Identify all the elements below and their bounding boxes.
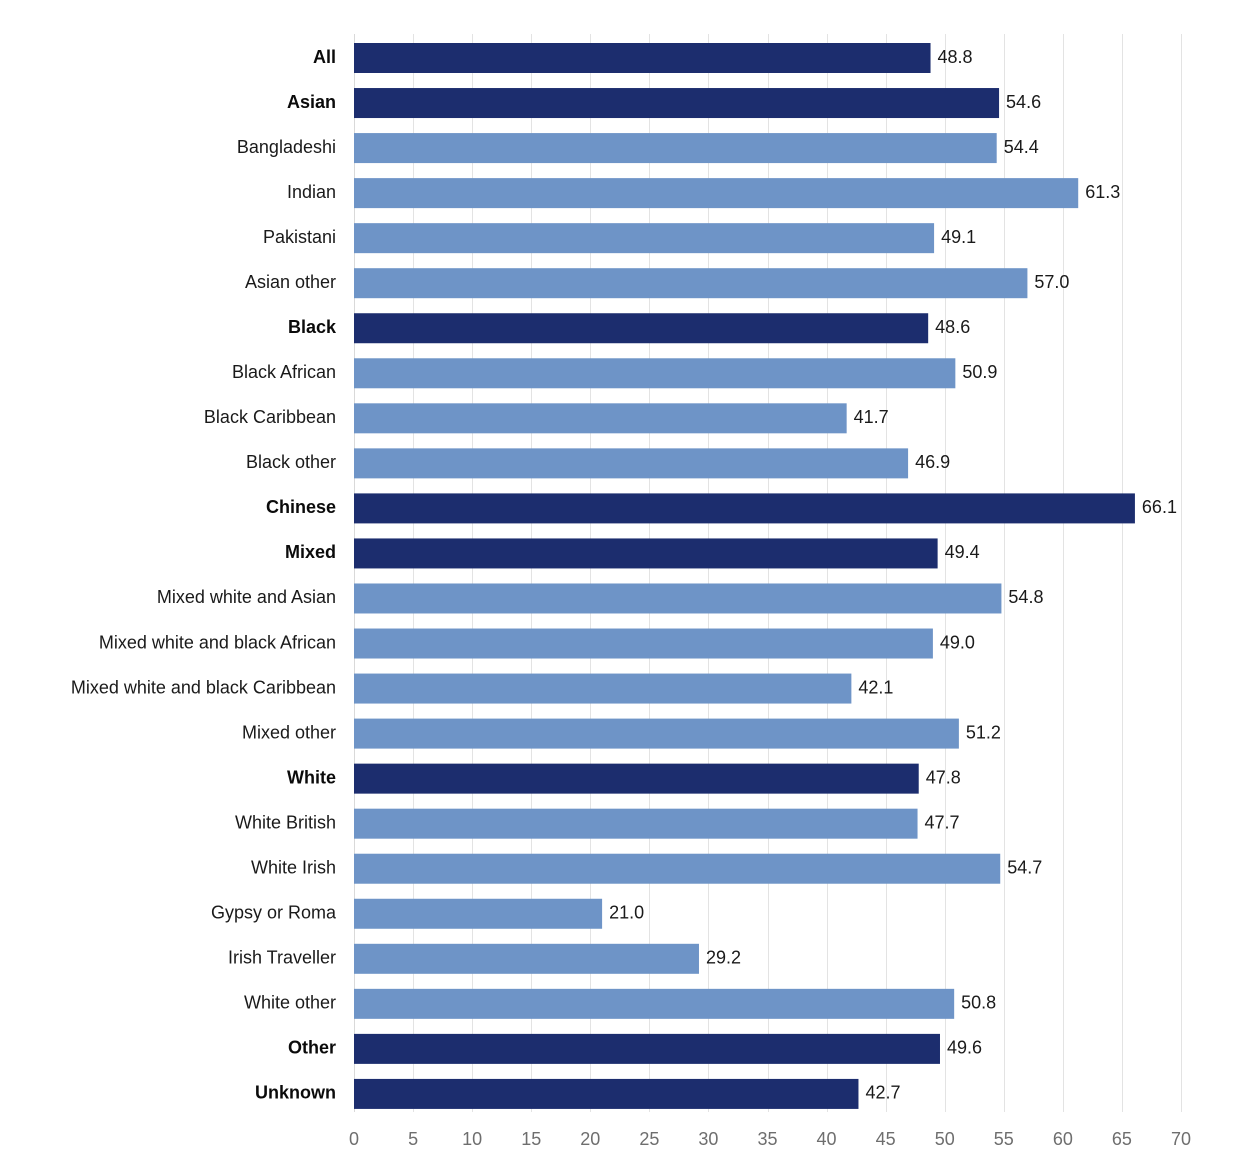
category-label: Indian [287, 182, 336, 202]
value-label: 49.0 [940, 632, 975, 652]
bar-mixed [354, 538, 938, 569]
x-tick-label: 25 [639, 1129, 659, 1149]
value-label: 21.0 [609, 903, 644, 923]
bar-other [354, 1033, 940, 1064]
value-label: 48.8 [938, 47, 973, 67]
category-label: Black [288, 317, 337, 337]
bar-mixed-other [354, 718, 959, 749]
x-tick-label: 55 [994, 1129, 1014, 1149]
value-label: 57.0 [1034, 272, 1069, 292]
category-label: Asian other [245, 272, 336, 292]
bar-asian-other [354, 268, 1028, 299]
x-tick-label: 15 [521, 1129, 541, 1149]
category-label: Unknown [255, 1083, 336, 1103]
bar-white [354, 763, 919, 794]
value-label: 48.6 [935, 317, 970, 337]
bar-black-other [354, 448, 909, 479]
x-tick-label: 65 [1112, 1129, 1132, 1149]
value-label: 29.2 [706, 948, 741, 968]
x-tick-label: 60 [1053, 1129, 1073, 1149]
category-label: Chinese [266, 497, 336, 517]
value-label: 54.7 [1007, 857, 1042, 877]
gridlines [354, 34, 1182, 1112]
bar-mixed-white-and-asian [354, 583, 1002, 614]
bar-unknown [354, 1078, 859, 1109]
bar-white-irish [354, 853, 1001, 884]
category-label: Black Caribbean [204, 407, 336, 427]
value-label: 51.2 [966, 722, 1001, 742]
bar-pakistani [354, 223, 935, 254]
x-tick-label: 70 [1171, 1129, 1191, 1149]
bar-mixed-white-and-black-caribbean [354, 673, 852, 704]
value-label: 47.7 [925, 812, 960, 832]
x-tick-label: 10 [462, 1129, 482, 1149]
x-tick-label: 45 [876, 1129, 896, 1149]
category-label: White other [244, 993, 336, 1013]
category-label: Black other [246, 452, 336, 472]
bar-white-other [354, 988, 955, 1019]
value-label: 49.4 [945, 542, 980, 562]
bar-gypsy-or-roma [354, 898, 603, 929]
bar-mixed-white-and-black-african [354, 628, 933, 659]
bar-black-caribbean [354, 403, 847, 434]
value-label: 49.6 [947, 1038, 982, 1058]
category-label: Gypsy or Roma [211, 903, 337, 923]
category-label: Mixed white and Asian [157, 587, 336, 607]
bar-chinese [354, 493, 1135, 524]
value-label: 50.9 [962, 362, 997, 382]
category-label: Mixed other [242, 722, 336, 742]
value-label: 49.1 [941, 227, 976, 247]
x-tick-label: 0 [349, 1129, 359, 1149]
bar-all [354, 43, 931, 73]
bar-black [354, 313, 929, 344]
value-label: 42.7 [865, 1083, 900, 1103]
category-label: White Irish [251, 857, 336, 877]
bar-indian [354, 178, 1079, 209]
value-label: 54.8 [1008, 587, 1043, 607]
category-label: Mixed [285, 542, 336, 562]
value-label: 66.1 [1142, 497, 1177, 517]
value-labels: 48.8 54.6 54.4 61.3 49.1 57.0 48.6 50.9 41.7 46.9… [609, 47, 1177, 1103]
value-label: 46.9 [915, 452, 950, 472]
bar-black-african [354, 358, 956, 389]
category-label: Bangladeshi [237, 137, 336, 157]
category-label: Pakistani [263, 227, 336, 247]
value-label: 41.7 [854, 407, 889, 427]
value-label: 42.1 [858, 677, 893, 697]
x-tick-label: 50 [935, 1129, 955, 1149]
category-label: Asian [287, 92, 336, 112]
bar-white-british [354, 808, 918, 839]
bars [354, 43, 1135, 1109]
x-tick-label: 20 [580, 1129, 600, 1149]
bar-asian [354, 88, 1000, 119]
value-label: 54.4 [1004, 137, 1039, 157]
x-tick-label: 30 [698, 1129, 718, 1149]
category-label: White [287, 767, 336, 787]
category-label: Black African [232, 362, 336, 382]
x-tick-label: 35 [757, 1129, 777, 1149]
value-label: 50.8 [961, 993, 996, 1013]
category-labels: All Asian Bangladeshi Indian Pakistani Asian … [71, 47, 337, 1103]
x-axis-ticks: 0 5 10 15 20 25 30 35 40 45 50 55 60 65 70 [349, 1129, 1191, 1149]
category-label: Mixed white and black African [99, 632, 336, 652]
category-label: White British [235, 812, 336, 832]
value-label: 61.3 [1085, 182, 1120, 202]
category-label: Mixed white and black Caribbean [71, 677, 336, 697]
category-label: Other [288, 1038, 336, 1058]
category-label: All [313, 47, 336, 67]
bar-bangladeshi [354, 133, 997, 164]
x-tick-label: 40 [817, 1129, 837, 1149]
category-label: Irish Traveller [228, 948, 336, 968]
value-label: 54.6 [1006, 92, 1041, 112]
value-label: 47.8 [926, 767, 961, 787]
bar-irish-traveller [354, 943, 699, 974]
x-tick-label: 5 [408, 1129, 418, 1149]
